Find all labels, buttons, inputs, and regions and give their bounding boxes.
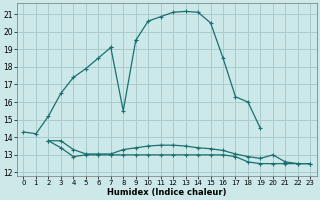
X-axis label: Humidex (Indice chaleur): Humidex (Indice chaleur) (107, 188, 227, 197)
